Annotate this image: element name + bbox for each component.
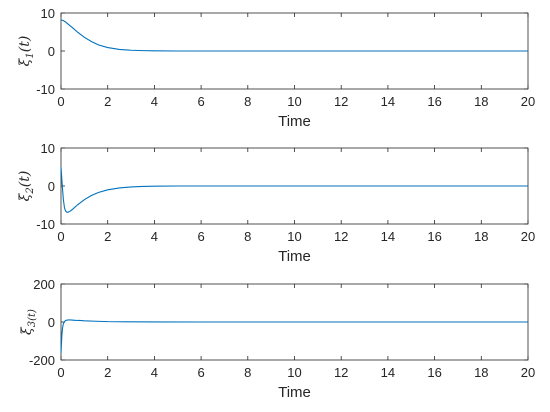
x-tick-label: 0 (57, 94, 64, 109)
y-axis-label-subscript: 3(t) (27, 309, 38, 327)
x-tick-label: 2 (104, 229, 111, 244)
x-tick-label: 12 (334, 229, 348, 244)
x-tick-label: 14 (381, 94, 395, 109)
x-tick-label: 10 (287, 94, 301, 109)
x-tick-label: 18 (474, 229, 488, 244)
y-axis-label-argument: (t) (17, 171, 33, 188)
y-axis-label-argument: (t) (17, 36, 33, 53)
x-tick-label: 14 (381, 365, 395, 380)
series-line (60, 319, 528, 354)
x-tick-label: 16 (427, 365, 441, 380)
y-axis-label: ξ2(t) (17, 171, 36, 202)
x-tick-label: 2 (104, 365, 111, 380)
y-tick-label: 0 (48, 179, 55, 194)
x-tick-label: 6 (197, 229, 204, 244)
y-tick-label: 200 (33, 277, 55, 292)
y-tick-label: -200 (29, 353, 55, 368)
x-axis-label: Time (278, 384, 311, 401)
x-tick-label: 2 (104, 94, 111, 109)
x-tick-label: 4 (151, 229, 158, 244)
x-tick-label: 4 (151, 365, 158, 380)
x-axis-label: Time (278, 248, 311, 265)
x-tick-label: 10 (287, 229, 301, 244)
x-tick-label: 10 (287, 365, 301, 380)
x-tick-label: 12 (334, 365, 348, 380)
x-tick-label: 8 (244, 94, 251, 109)
x-axis-label: Time (278, 113, 311, 130)
x-tick-label: 18 (474, 365, 488, 380)
x-tick-label: 0 (57, 229, 64, 244)
y-tick-label: 10 (41, 6, 55, 21)
y-tick-label: -10 (36, 82, 55, 97)
x-tick-label: 0 (57, 365, 64, 380)
x-tick-label: 14 (381, 229, 395, 244)
y-tick-label: -10 (36, 217, 55, 232)
y-tick-label: 10 (41, 141, 55, 156)
x-tick-label: 20 (521, 94, 535, 109)
x-tick-label: 8 (244, 365, 251, 380)
x-tick-label: 20 (521, 365, 535, 380)
x-tick-label: 16 (427, 229, 441, 244)
x-tick-label: 20 (521, 229, 535, 244)
y-axis-label-symbol: ξ (17, 192, 33, 201)
x-tick-label: 18 (474, 94, 488, 109)
series-line (60, 166, 528, 213)
y-axis-label-symbol: ξ (19, 326, 35, 335)
y-axis-label: ξ3(t) (19, 309, 38, 335)
x-tick-label: 8 (244, 229, 251, 244)
y-axis-label-subscript: 1 (25, 52, 36, 58)
y-tick-label: 0 (48, 44, 55, 59)
y-axis-label: ξ1(t) (17, 36, 36, 67)
y-axis-label-symbol: ξ (17, 57, 33, 66)
x-tick-label: 6 (197, 94, 204, 109)
series-line (60, 19, 528, 52)
x-tick-label: 6 (197, 365, 204, 380)
x-tick-label: 4 (151, 94, 158, 109)
y-axis-label-subscript: 2 (25, 187, 36, 194)
x-tick-label: 16 (427, 94, 441, 109)
y-tick-label: 0 (48, 315, 55, 330)
x-tick-label: 12 (334, 94, 348, 109)
